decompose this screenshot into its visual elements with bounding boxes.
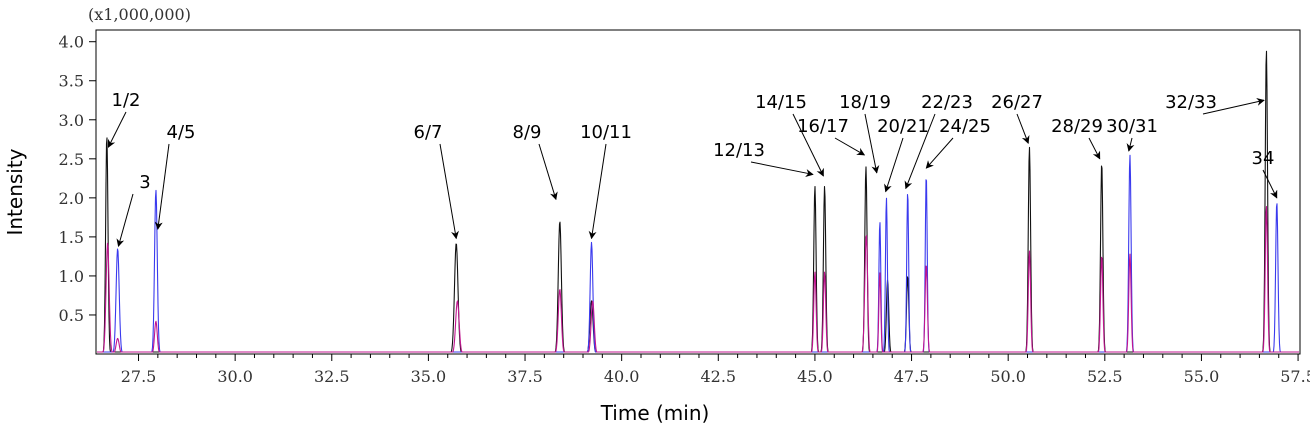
x-tick-label: 57.5 [1280, 367, 1310, 386]
y-tick-label: 1.0 [59, 267, 84, 286]
peak-label-arrow [884, 137, 904, 193]
x-tick-label: 27.5 [121, 367, 157, 386]
peak-label: 3 [139, 172, 150, 193]
plot-area [96, 50, 1300, 353]
x-tick-label: 35.0 [411, 367, 447, 386]
x-tick-label: 55.0 [1184, 367, 1220, 386]
peak-label-arrow [925, 137, 954, 169]
x-tick-label: 47.5 [894, 367, 930, 386]
y-tick-label: 1.5 [59, 228, 84, 247]
peak-label: 26/27 [991, 92, 1043, 113]
peak-label: 8/9 [513, 122, 542, 143]
peak-label: 6/7 [414, 122, 443, 143]
peak-label-arrow [116, 193, 134, 248]
peak-label: 20/21 [877, 116, 929, 137]
peak-label-arrow [154, 143, 170, 230]
peak-label: 1/2 [112, 90, 141, 111]
x-axis: 27.5 30.0 32.5 35.0 37.5 40.0 42.5 45.0 47.5 50.0… [121, 354, 1310, 386]
peak-label-arrow [1088, 137, 1101, 160]
y-tick-label: 2.5 [59, 150, 84, 169]
peak-label-arrow [1202, 97, 1265, 115]
x-tick-label: 37.5 [507, 367, 543, 386]
peak-label-arrow [1126, 137, 1135, 152]
series-black-trace [96, 50, 1300, 353]
y-tick-label: 0.5 [59, 306, 84, 325]
peak-label: 24/25 [939, 116, 991, 137]
peak-label: 16/17 [797, 116, 849, 137]
peak-label: 18/19 [839, 92, 891, 113]
series-blue-trace [96, 154, 1300, 353]
peak-label: 22/23 [921, 92, 973, 113]
x-tick-label: 30.0 [217, 367, 253, 386]
peak-label-arrow [107, 111, 127, 148]
x-tick-label: 40.0 [604, 367, 640, 386]
peak-label: 28/29 [1051, 116, 1103, 137]
x-tick-label: 32.5 [314, 367, 350, 386]
peak-label-arrow [1016, 113, 1030, 144]
peak-label: 4/5 [167, 122, 196, 143]
peak-label: 12/13 [713, 140, 765, 161]
peak-label-arrow [792, 113, 824, 177]
plot-frame [95, 29, 1301, 355]
peak-label: 32/33 [1165, 92, 1217, 113]
x-tick-label: 45.0 [797, 367, 833, 386]
y-axis: 0.5 1.0 1.5 2.0 2.5 3.0 3.5 4.0 [59, 33, 96, 325]
x-tick-label: 50.0 [990, 367, 1026, 386]
x-axis-title: Time (min) [600, 401, 710, 425]
y-axis-title: Intensity [3, 148, 27, 235]
y-multiplier-label: (x1,000,000) [88, 5, 191, 24]
peak-label-arrow [439, 143, 459, 240]
peak-label: 30/31 [1106, 116, 1158, 137]
x-tick-label: 52.5 [1087, 367, 1123, 386]
peak-label-arrow [834, 137, 866, 156]
peak-label-arrow [864, 113, 880, 174]
peak-label-arrow [588, 143, 607, 240]
peak-label: 10/11 [580, 122, 632, 143]
peak-annotations: 1/2 3 4/5 6/7 8/9 10/11 12/13 14/15 16/17 18/19 20… [107, 90, 1278, 248]
peak-label: 14/15 [755, 92, 807, 113]
peak-label-arrow [750, 161, 814, 177]
y-tick-label: 3.5 [59, 72, 84, 91]
series-magenta-trace [96, 205, 1300, 353]
peak-label-arrow [904, 113, 936, 190]
y-tick-label: 2.0 [59, 189, 84, 208]
peak-label-arrow [538, 143, 558, 201]
peak-label-arrow [1262, 169, 1278, 199]
x-tick-label: 42.5 [700, 367, 736, 386]
peak-label: 34 [1252, 148, 1275, 169]
y-tick-label: 4.0 [59, 33, 84, 52]
y-tick-label: 3.0 [59, 111, 84, 130]
